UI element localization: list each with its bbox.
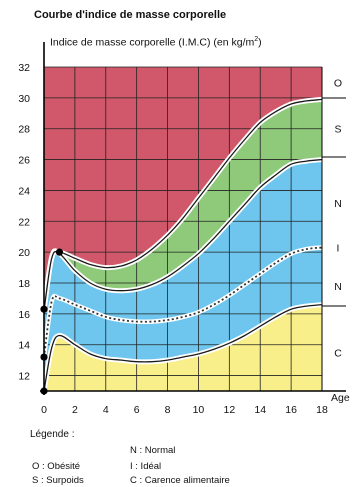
y-tick-label: 30 [18,93,30,105]
zone-label: N [334,281,342,293]
y-axis-label: Indice de masse corporelle (I.M.C) (en k… [50,36,262,49]
y-axis-label-close: ) [258,36,262,49]
zone-label: N [334,198,342,210]
curve-marker [40,305,48,313]
y-tick-label: 24 [18,185,30,197]
x-tick-label: 10 [193,404,205,416]
y-tick-label: 32 [18,62,30,74]
zone-label: O [334,77,342,89]
curve-line [43,158,323,311]
curve-line [43,303,323,392]
y-tick-label: 28 [18,124,30,136]
normal-zone [44,159,322,391]
zone-labels: O S N I N C [334,77,342,359]
y-tick-label: 22 [18,216,30,228]
legend-overweight: S : Surpoids [32,475,84,486]
legend-ideal: I : Idéal [130,461,162,472]
zone-label: C [334,347,342,359]
y-tick-label: 16 [18,309,30,321]
legend-obese: O : Obésité [32,461,81,472]
x-tick-label: 8 [165,404,171,416]
median-curve [43,246,323,358]
curve-line [43,98,323,311]
x-tick-label: 0 [41,404,47,416]
legend-normal: N : Normal [130,445,176,456]
x-tick-label: 2 [72,404,78,416]
curve-marker [55,248,64,256]
axes [40,42,346,395]
y-axis-label-text: Indice de masse corporelle (I.M.C) (en k… [50,36,255,49]
x-tick-label: 14 [254,404,266,416]
y-tick-label: 26 [18,155,30,167]
curve-marker [40,387,48,395]
y-tick-label: 20 [18,247,30,259]
deficiency-zone [44,304,322,391]
zone-label: I [337,243,340,255]
chart-title: Courbe d'indice de masse corporelle [34,9,227,21]
markers [40,248,64,395]
y-axis-label-exponent: 2 [254,36,259,43]
overweight-zone [44,99,322,311]
x-tick-label: 16 [285,404,297,416]
x-tick-labels: 0 2 4 6 8 10 12 14 16 18 [41,404,328,416]
legend-deficiency: C : Carence alimentaire [130,475,230,486]
y-tick-label: 12 [18,371,30,383]
x-tick-label: 4 [103,404,109,416]
curve-marker [40,353,48,361]
x-tick-label: 12 [223,404,235,416]
x-tick-label: 18 [316,404,328,416]
y-tick-label: 14 [18,340,30,352]
x-axis-label: Age [331,392,350,404]
legend-title: Légende : [30,429,75,440]
curves [41,96,323,392]
y-tick-labels: 12 14 16 18 20 22 24 26 28 30 32 [18,62,30,383]
zone-label: S [334,124,341,136]
x-tick-label: 6 [134,404,140,416]
y-tick-label: 18 [18,278,30,290]
